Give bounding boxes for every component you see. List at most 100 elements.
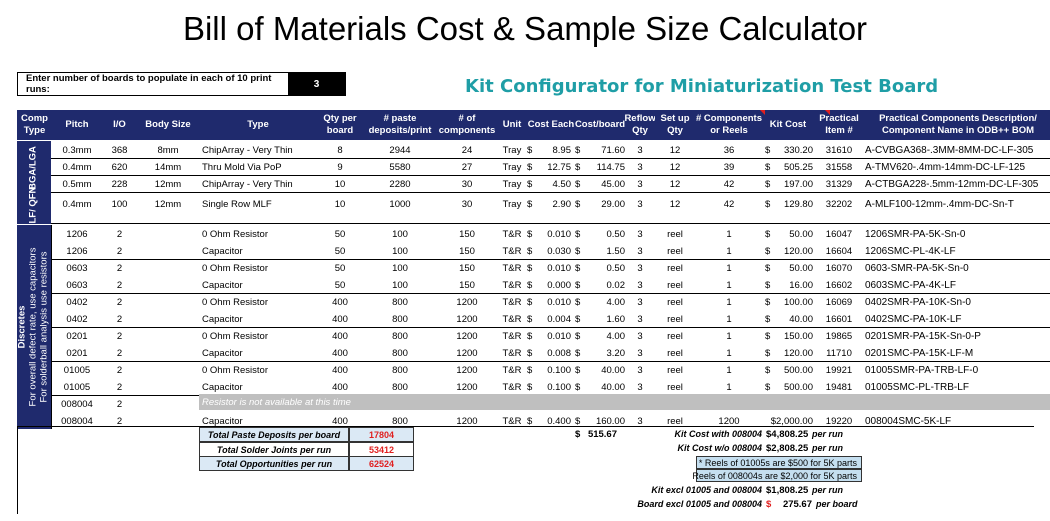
boards-input-row: Enter number of boards to populate in ea…	[17, 72, 346, 96]
cell-reels: 1	[726, 262, 732, 274]
cell-kit-cost: 120.00	[783, 245, 813, 257]
cell-cost-board: 1.50	[606, 245, 626, 257]
cell-cost-each: 0.010	[547, 330, 571, 342]
cell-reflow: 3	[637, 313, 643, 325]
header-body-size: Body Size	[137, 110, 199, 140]
cell-cost-board: 40.00	[601, 381, 625, 393]
cell-comps: 1200	[456, 313, 478, 325]
cell-reflow: 3	[637, 245, 643, 257]
cell-qty: 50	[334, 245, 346, 257]
cell-pitch: 1206	[66, 245, 88, 257]
cell-cur1: $	[527, 381, 533, 393]
cell-reels: 1200	[718, 415, 740, 427]
cell-cur3: $	[765, 330, 771, 342]
cell-item: 19921	[825, 364, 853, 376]
kit-cost-with-value: $4,808.25	[766, 428, 809, 440]
cell-pitch: 1206	[66, 228, 88, 240]
cell-kit-cost: 500.00	[783, 364, 813, 376]
cell-qty: 50	[334, 228, 346, 240]
cell-comps: 24	[461, 144, 473, 156]
block-border	[51, 225, 52, 429]
row-separator	[51, 259, 1050, 260]
header-setup-qty: Set up Qty	[655, 110, 695, 140]
cell-reflow: 3	[637, 198, 643, 210]
cell-paste: 5580	[389, 161, 411, 173]
totals-divider	[17, 426, 1034, 427]
cell-body	[137, 311, 199, 327]
row-separator	[51, 361, 1050, 362]
cell-item: 32202	[825, 198, 853, 210]
cell-pitch: 0.4mm	[62, 198, 92, 210]
cell-cur2: $	[575, 178, 581, 190]
cell-reels: 39	[723, 161, 735, 173]
cell-cur1: $	[527, 178, 533, 190]
cell-comps: 30	[461, 198, 473, 210]
cell-paste: 800	[392, 381, 408, 393]
kit-cost-without-label: Kit Cost w/o 008004	[677, 443, 762, 453]
header-unit: Unit	[497, 110, 527, 140]
cell-io: 2	[116, 245, 123, 257]
cell-cost-each: 0.000	[547, 279, 571, 291]
cell-pitch: 01005	[63, 381, 91, 393]
cell-cur1: $	[527, 296, 533, 308]
cell-pitch: 0.3mm	[62, 144, 92, 156]
cell-item: 16047	[825, 228, 853, 240]
cell-paste: 1000	[389, 198, 411, 210]
cell-unit: Tray	[502, 178, 522, 190]
cell-unit: T&R	[502, 279, 522, 291]
boards-input-label: Enter number of boards to populate in ea…	[26, 73, 272, 95]
cell-body	[137, 277, 199, 293]
cell-cost-board: 160.00	[595, 415, 625, 427]
cell-cost-board: 3.20	[606, 347, 626, 359]
cell-qty: 400	[332, 364, 348, 376]
cell-item: 16070	[825, 262, 853, 274]
cell-kit-cost: $2,000.00	[770, 415, 813, 427]
cell-cur3: $	[765, 364, 771, 376]
cell-cur2: $	[575, 415, 581, 427]
cell-desc: A-MLF100-12mm-.4mm-DC-Sn-T	[865, 198, 1014, 210]
cell-qty: 400	[332, 347, 348, 359]
cell-cost-board: 1.60	[606, 313, 626, 325]
cell-io: 2	[116, 313, 123, 325]
cell-paste: 800	[392, 313, 408, 325]
cell-body	[137, 226, 199, 242]
header-comp-type: Comp Type	[17, 110, 52, 140]
kit-excl-unit: per run	[812, 485, 844, 495]
cell-qty: 400	[332, 381, 348, 393]
cell-cost-each: 2.90	[552, 198, 572, 210]
header-pitch: Pitch	[52, 110, 102, 140]
cell-item: 31610	[825, 144, 853, 156]
cost-board-total: 515.67	[587, 428, 617, 440]
cell-type: ChipArray - Very Thin	[202, 144, 293, 156]
cell-cost-board: 4.00	[606, 330, 626, 342]
cell-paste: 100	[392, 228, 408, 240]
cell-cur1: $	[527, 313, 533, 325]
cell-unit: T&R	[502, 313, 522, 325]
cell-reels: 1	[726, 347, 732, 359]
boards-input-field[interactable]: 3	[288, 73, 345, 95]
cell-body	[137, 362, 199, 378]
cell-qty: 400	[332, 296, 348, 308]
cell-item: 31329	[825, 178, 853, 190]
cell-cur2: $	[575, 228, 581, 240]
group-discretes-label: For solderball analysis use resistors	[38, 251, 50, 403]
cell-unit: T&R	[502, 415, 522, 427]
cell-kit-cost: 197.00	[783, 178, 813, 190]
cell-pitch: 01005	[63, 364, 91, 376]
cell-body: 12mm	[154, 178, 182, 190]
cell-cost-each: 0.010	[547, 228, 571, 240]
cell-type: Capacitor	[202, 279, 243, 291]
cell-body	[137, 379, 199, 395]
cell-unit: T&R	[502, 330, 522, 342]
cell-item: 31558	[825, 161, 853, 173]
cell-pitch: 0402	[66, 296, 88, 308]
cell-kit-cost: 505.25	[783, 161, 813, 173]
board-excl-label: Board excl 01005 and 008004	[637, 499, 762, 509]
cell-item: 16601	[825, 313, 853, 325]
kit-cost-with-label: Kit Cost with 008004	[674, 429, 762, 439]
cell-io: 368	[111, 144, 128, 156]
header-components-or-reels: # Components or Reels	[695, 110, 763, 140]
cell-body	[137, 328, 199, 344]
header-type: Type	[199, 110, 317, 140]
cell-comps: 150	[459, 262, 475, 274]
